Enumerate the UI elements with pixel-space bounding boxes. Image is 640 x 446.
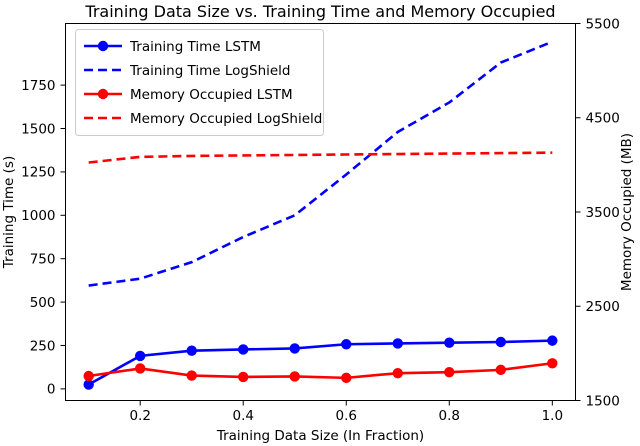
y-left-tick-label: 750 <box>30 251 56 267</box>
series-line-training-time-logshield <box>88 40 553 287</box>
legend-label: Memory Occupied LSTM <box>130 87 293 103</box>
legend-item-memory-occupied-logshield: Memory Occupied LogShield <box>84 111 322 127</box>
x-tick-label: 1.0 <box>542 408 563 424</box>
y-left-tick-label: 0 <box>47 382 56 398</box>
x-axis-label: Training Data Size (In Fraction) <box>216 428 424 444</box>
legend-item-training-time-logshield: Training Time LogShield <box>84 63 291 79</box>
data-point <box>495 364 507 376</box>
data-point <box>495 336 507 348</box>
y-right-tick-label: 2500 <box>586 299 620 315</box>
data-point <box>341 372 352 384</box>
data-point <box>392 367 403 379</box>
data-point <box>134 350 146 362</box>
x-tick-label: 0.6 <box>336 408 357 424</box>
y-right-tick-label: 1500 <box>586 393 620 409</box>
data-point <box>547 335 558 346</box>
data-point <box>134 363 146 374</box>
x-tick-label: 0.4 <box>232 408 253 424</box>
legend-label: Training Time LogShield <box>129 63 291 79</box>
x-tick-label: 0.2 <box>129 408 150 424</box>
legend-item-memory-occupied-lstm: Memory Occupied LSTM <box>84 87 293 103</box>
data-point <box>186 370 197 381</box>
data-point <box>444 367 455 378</box>
data-point <box>83 379 94 390</box>
data-point <box>238 344 249 355</box>
data-point <box>444 337 455 348</box>
data-point <box>341 339 352 350</box>
plot-area: 0.2 0.4 0.6 0.8 1.0 0 250 500 750 1000 1250 1500 175… <box>21 16 620 424</box>
legend-box <box>75 29 324 136</box>
y-left-tick-label: 1500 <box>21 121 55 137</box>
y-left-tick-label: 1000 <box>21 208 55 224</box>
data-point <box>289 371 300 382</box>
series-markers-training-time-lstm <box>83 335 558 390</box>
series-markers-memory-occupied-lstm <box>83 358 558 384</box>
legend-label: Training Time LSTM <box>129 39 261 55</box>
data-point <box>392 338 403 349</box>
y-left-tick-label: 1250 <box>21 165 55 181</box>
data-point <box>238 371 249 383</box>
series-line-training-time-lstm <box>88 339 553 386</box>
legend-sample-marker <box>97 40 109 52</box>
y-left-tick-label: 500 <box>30 295 56 311</box>
data-point <box>83 370 94 382</box>
y-axis-left-label: Training Time (s) <box>1 156 17 269</box>
data-point <box>289 343 300 354</box>
y-right-tick-label: 5500 <box>586 16 620 32</box>
data-point <box>186 345 197 356</box>
x-tick-label: 0.8 <box>439 408 460 424</box>
data-point <box>547 358 558 369</box>
legend-sample-marker <box>97 88 109 100</box>
plot-border <box>65 23 576 401</box>
y-axis-right-label: Memory Occupied (MB) <box>619 133 635 291</box>
series-line-memory-occupied-lstm <box>88 361 553 380</box>
y-right-tick-label: 4500 <box>586 111 620 127</box>
legend-label: Memory Occupied LogShield <box>130 111 322 127</box>
chart-title: Training Data Size vs. Training Time and… <box>84 2 555 21</box>
y-right-tick-label: 3500 <box>586 205 620 221</box>
legend-item-training-time-lstm: Training Time LSTM <box>84 39 261 55</box>
y-left-tick-label: 250 <box>30 338 56 354</box>
legend: Training Time LSTM Training Time LogShiel… <box>75 29 324 136</box>
series-line-memory-occupied-logshield <box>88 151 553 164</box>
y-left-tick-label: 1750 <box>21 78 55 94</box>
